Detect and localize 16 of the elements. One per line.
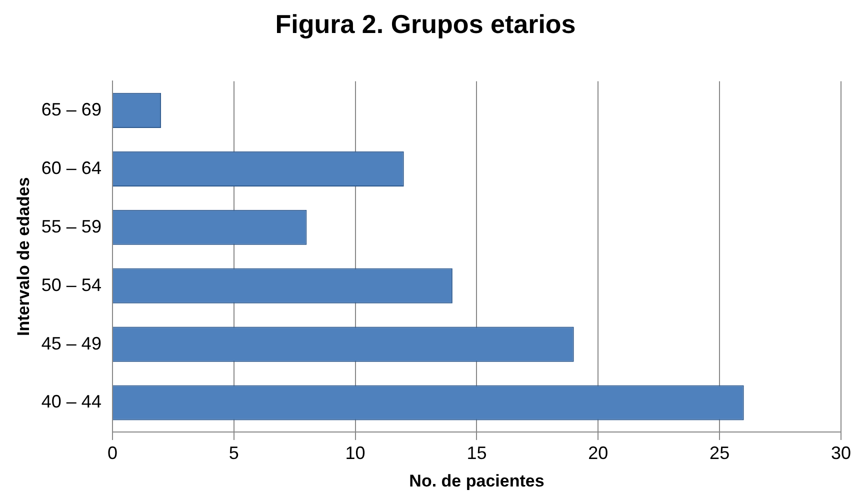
chart-title: Figura 2. Grupos etarios [275, 8, 576, 39]
y-tick-label: 50 – 54 [41, 274, 102, 295]
x-tick-label: 20 [588, 442, 608, 463]
x-tick-label: 25 [710, 442, 730, 463]
y-tick-label: 60 – 64 [41, 158, 102, 178]
y-tick-label: 55 – 59 [41, 216, 102, 236]
x-tick-label: 0 [107, 442, 118, 463]
x-tick-label: 10 [345, 442, 366, 463]
y-axis-title: Intervalo de edades [14, 177, 33, 336]
x-tick-label: 5 [228, 442, 239, 463]
y-tick-label: 45 – 49 [41, 333, 102, 354]
x-tick-label: 15 [466, 442, 487, 463]
x-axis-title: No. de pacientes [409, 471, 544, 490]
x-tick-label: 30 [830, 442, 852, 463]
y-tick-label: 40 – 44 [41, 392, 102, 412]
y-tick-label: 65 – 69 [41, 99, 102, 120]
